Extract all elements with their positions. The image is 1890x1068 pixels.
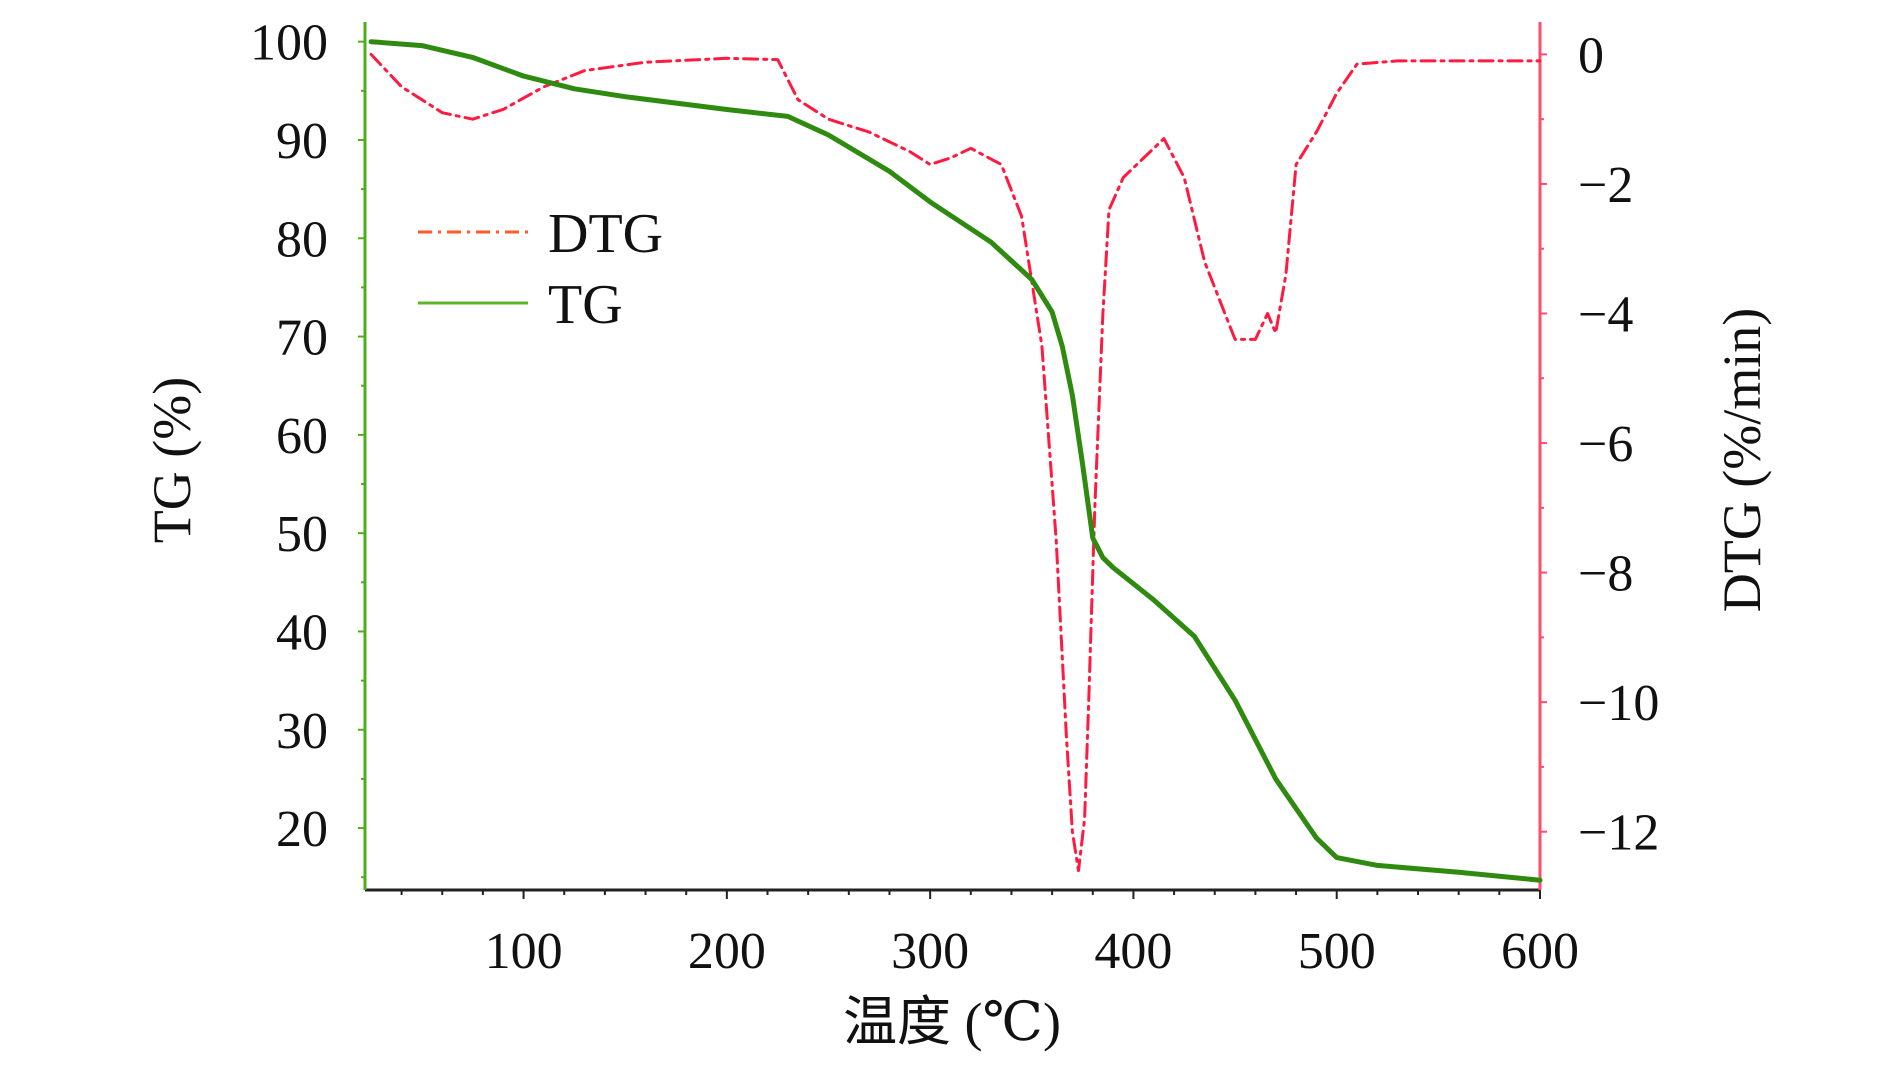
series-layer <box>368 39 1543 883</box>
series-tg-line <box>368 39 1543 883</box>
y-tick-label: 20 <box>276 801 328 858</box>
series-dtg-line <box>369 52 1542 873</box>
y-ticks-right: 0 −2 −4 −6 −8 −10 −12 <box>1540 27 1659 862</box>
y-tick-label: 70 <box>276 310 328 367</box>
y2-tick-label: −8 <box>1578 546 1633 603</box>
right-y-axis-title: DTG (%/min) <box>1712 308 1772 612</box>
y2-tick-label: −6 <box>1578 416 1633 473</box>
left-y-axis-title: TG (%) <box>142 377 202 543</box>
y-tick-label: 40 <box>276 604 328 661</box>
y-tick-label: 30 <box>276 703 328 760</box>
y-tick-label: 80 <box>276 211 328 268</box>
x-tick-label: 500 <box>1298 923 1376 980</box>
y2-tick-label: −12 <box>1578 805 1659 862</box>
y-tick-label: 60 <box>276 408 328 465</box>
x-tick-label: 300 <box>891 923 969 980</box>
legend-dtg-label: DTG <box>548 203 663 265</box>
x-tick-label: 400 <box>1094 923 1172 980</box>
x-axis-title: 温度 (℃) <box>843 992 1061 1052</box>
y2-tick-label: 0 <box>1578 27 1604 84</box>
x-tick-label: 100 <box>485 923 563 980</box>
x-tick-label: 600 <box>1501 923 1579 980</box>
y-ticks-left: 20 30 40 50 60 70 80 90 100 <box>250 15 365 879</box>
y2-tick-label: −4 <box>1578 286 1633 343</box>
legend-tg-label: TG <box>548 274 623 336</box>
y-tick-label: 50 <box>276 506 328 563</box>
y2-tick-label: −10 <box>1578 675 1659 732</box>
axes <box>363 22 1542 892</box>
y-tick-label: 90 <box>276 113 328 170</box>
x-tick-label: 200 <box>688 923 766 980</box>
y-tick-label: 100 <box>250 15 328 72</box>
legend: DTG TG <box>418 203 663 336</box>
x-ticks: 100 200 300 400 500 600 <box>400 890 1579 980</box>
y2-tick-label: −2 <box>1578 157 1633 214</box>
